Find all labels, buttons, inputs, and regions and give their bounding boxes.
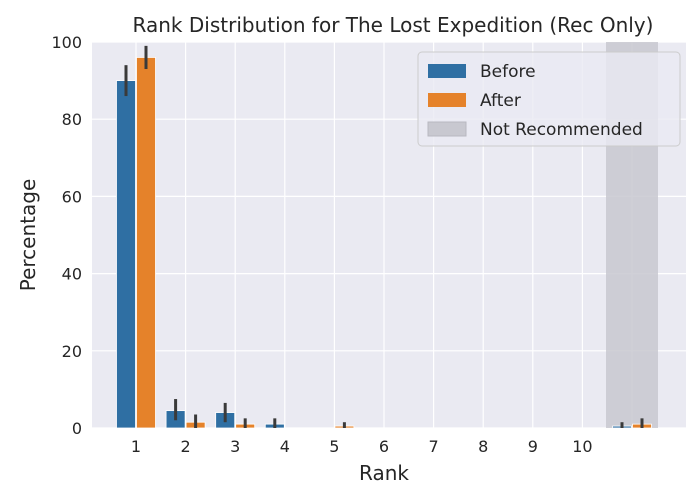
legend-swatch-not-recommended — [427, 121, 467, 137]
y-tick-label: 60 — [62, 187, 82, 206]
y-tick-label: 100 — [51, 33, 82, 52]
x-axis-title: Rank — [359, 461, 409, 485]
x-tick-labels: 1 2 3 4 5 6 7 8 9 10 — [131, 437, 593, 456]
x-tick-label: 1 — [131, 437, 141, 456]
y-tick-labels: 0 20 40 60 80 100 — [51, 33, 82, 438]
chart-title: Rank Distribution for The Lost Expeditio… — [133, 13, 654, 37]
bar-after-1 — [136, 57, 156, 429]
legend-label: Not Recommended — [480, 120, 643, 140]
x-tick-label: 7 — [429, 437, 439, 456]
x-tick-label: 10 — [572, 437, 592, 456]
legend-label: Before — [480, 62, 536, 82]
legend-swatch-after — [428, 93, 466, 107]
legend: Before After Not Recommended — [417, 51, 681, 147]
x-tick-label: 8 — [478, 437, 488, 456]
x-tick-label: 4 — [280, 437, 290, 456]
legend-frame — [417, 51, 681, 147]
y-axis-title: Percentage — [16, 179, 40, 292]
bar-before-1 — [116, 80, 136, 429]
legend-swatch-before — [428, 64, 466, 78]
y-tick-label: 40 — [62, 265, 82, 284]
x-tick-label: 3 — [230, 437, 240, 456]
gridlines — [92, 41, 686, 429]
x-tick-label: 5 — [329, 437, 339, 456]
y-tick-label: 80 — [62, 110, 82, 129]
legend-label: After — [480, 91, 521, 111]
x-tick-label: 9 — [528, 437, 538, 456]
y-tick-label: 20 — [62, 342, 82, 361]
x-tick-label: 6 — [379, 437, 389, 456]
error-bars — [124, 45, 644, 428]
x-tick-label: 2 — [181, 437, 191, 456]
y-tick-label: 0 — [72, 419, 82, 438]
